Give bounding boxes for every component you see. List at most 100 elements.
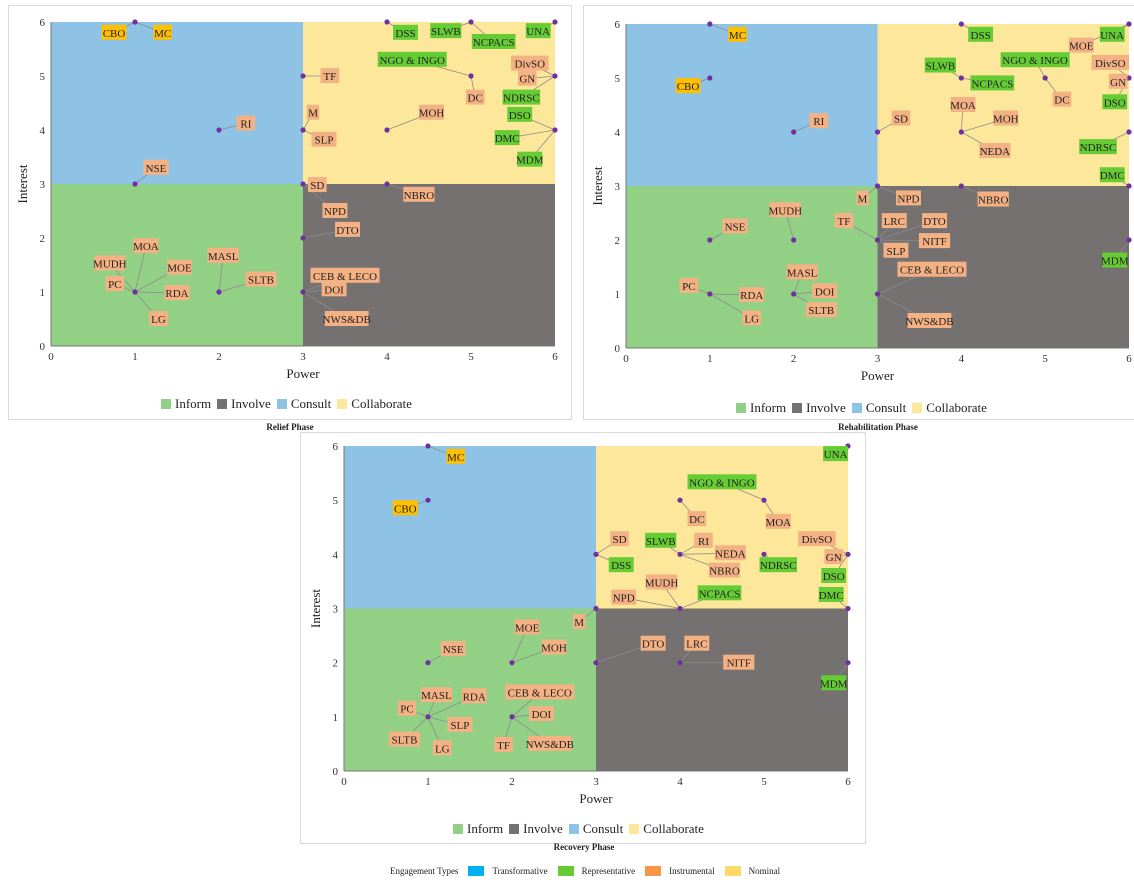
label-text: SLWB — [926, 61, 956, 73]
label-text: TF — [838, 216, 851, 228]
label-text: TF — [497, 740, 510, 752]
stakeholder-label: DMC — [818, 586, 844, 602]
x-axis-label: Power — [286, 366, 320, 381]
stakeholder-label: NCPACS — [697, 585, 742, 601]
label-text: MASL — [208, 251, 239, 263]
y-tick-label: 4 — [615, 127, 621, 139]
x-axis-label: Power — [579, 791, 613, 806]
stakeholder-label: NDRSC — [1079, 139, 1117, 155]
data-point — [384, 127, 390, 133]
stakeholder-label: GN — [1108, 73, 1128, 89]
label-text: SD — [612, 534, 626, 546]
label-text: DC — [468, 93, 483, 105]
label-box — [924, 57, 956, 73]
label-text: CEB & LECO — [900, 265, 964, 277]
label-box — [403, 186, 435, 202]
label-text: NBRO — [709, 566, 740, 578]
label-text: DMC — [495, 133, 520, 145]
label-text: CEB & LECO — [313, 271, 377, 283]
label-text: MUDH — [645, 578, 679, 590]
x-tick-label: 0 — [341, 776, 347, 788]
label-text: CEB & LECO — [508, 687, 572, 699]
data-point — [845, 660, 851, 666]
y-tick-label: 6 — [40, 17, 46, 29]
stakeholder-label: LRC — [684, 635, 710, 651]
stakeholder-label: MASL — [420, 687, 452, 703]
x-tick-label: 0 — [623, 353, 629, 365]
stakeholder-label: MOE — [1068, 37, 1094, 53]
label-box — [1102, 252, 1128, 268]
label-text: NCPACS — [473, 37, 515, 49]
stakeholder-label: DSS — [393, 24, 418, 40]
label-box — [541, 639, 567, 655]
label-text: RDA — [740, 290, 763, 302]
label-text: RDA — [165, 288, 188, 300]
label-box — [1108, 73, 1128, 89]
rehabilitation-phase-chart: 0 1 2 3 4 5 6 0 1 2 3 4 5 6 Power Interest MC DSS UNA MOENG… — [590, 19, 1132, 383]
x-tick-label: 1 — [132, 351, 138, 363]
y-tick-label: 2 — [333, 658, 339, 670]
stakeholder-label: NCPACS — [970, 75, 1015, 91]
data-point — [874, 237, 881, 243]
label-box — [881, 213, 907, 229]
label-text: NPD — [324, 206, 346, 218]
label-text: CBO — [394, 503, 417, 515]
relief-phase-caption: Relief Phase — [266, 422, 314, 432]
stakeholder-label: DMC — [1099, 167, 1125, 183]
quadrant-collaborate — [596, 446, 848, 609]
label-box — [494, 130, 520, 146]
x-tick-label: 0 — [48, 351, 54, 363]
label-box — [447, 716, 473, 732]
stakeholder-label: NBRO — [708, 562, 741, 578]
label-box — [1099, 167, 1125, 183]
label-text: NSE — [725, 222, 746, 234]
stakeholder-label: NDRSC — [502, 89, 541, 105]
label-text: NCPACS — [699, 588, 741, 600]
label-text: MOA — [950, 100, 976, 112]
data-point — [874, 183, 881, 189]
label-box — [610, 531, 629, 547]
label-text: LG — [435, 743, 450, 755]
legend-representative: Representative — [557, 866, 635, 876]
stakeholder-label: MC — [728, 26, 747, 42]
label-text: SLP — [450, 720, 469, 732]
label-text: DSS — [395, 28, 415, 40]
stakeholder-label: MOA — [950, 97, 976, 112]
stakeholder-label: NEDA — [714, 545, 746, 561]
quadrant-involve — [596, 608, 848, 771]
label-text: MDM — [516, 155, 544, 167]
data-point — [384, 19, 390, 25]
label-box — [818, 586, 844, 602]
data-point — [468, 73, 474, 79]
legend-inform: Inform — [453, 821, 503, 837]
data-point — [300, 73, 306, 79]
data-point — [384, 181, 390, 187]
stakeholder-label: M — [856, 190, 869, 206]
label-text: NSE — [146, 163, 167, 175]
y-tick-label: 3 — [333, 604, 339, 616]
label-text: MOE — [1069, 41, 1094, 53]
label-text: NSE — [443, 644, 464, 656]
data-point — [552, 127, 558, 133]
data-point — [509, 714, 515, 720]
label-box — [742, 310, 762, 326]
label-box — [494, 737, 513, 752]
data-point — [958, 21, 964, 27]
stakeholder-label: LG — [432, 740, 452, 756]
label-box — [430, 23, 462, 39]
legend-inform: Inform — [736, 400, 786, 416]
x-tick-label: 1 — [425, 776, 431, 788]
stakeholder-label: MOE — [167, 259, 192, 275]
label-box — [1091, 54, 1129, 70]
stakeholder-label: SLTB — [388, 731, 421, 747]
label-box — [611, 589, 637, 605]
y-tick-label: 1 — [40, 287, 46, 299]
label-text: M — [574, 617, 584, 629]
label-box — [471, 33, 516, 49]
stakeholder-label: UNA — [823, 446, 848, 462]
label-text: DMC — [1100, 170, 1125, 182]
label-box — [105, 275, 125, 291]
stakeholder-label: PC — [105, 275, 125, 291]
label-text: PC — [108, 279, 121, 291]
label-box — [907, 313, 952, 328]
